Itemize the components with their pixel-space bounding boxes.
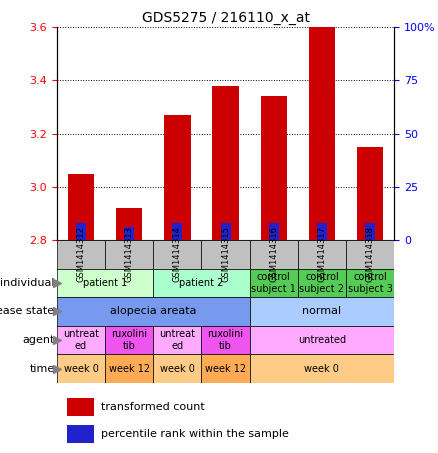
Bar <box>365 223 375 240</box>
Bar <box>250 240 298 269</box>
Text: ruxolini
tib: ruxolini tib <box>208 329 244 351</box>
Text: control
subject 1: control subject 1 <box>251 272 296 294</box>
Bar <box>57 269 153 297</box>
Text: patient 2: patient 2 <box>179 278 224 288</box>
Bar <box>261 96 287 240</box>
Text: individual: individual <box>0 278 55 288</box>
Bar <box>153 326 201 354</box>
Bar <box>250 354 394 383</box>
Bar <box>201 354 250 383</box>
Text: GSM1414318: GSM1414318 <box>366 226 374 282</box>
Bar <box>250 297 394 326</box>
Bar <box>173 223 182 240</box>
Bar <box>201 326 250 354</box>
Text: GSM1414315: GSM1414315 <box>221 226 230 282</box>
Text: GSM1414312: GSM1414312 <box>77 226 85 282</box>
Text: percentile rank within the sample: percentile rank within the sample <box>101 429 289 439</box>
Text: week 0: week 0 <box>160 363 195 374</box>
Bar <box>105 240 153 269</box>
Text: patient 1: patient 1 <box>83 278 127 288</box>
Bar <box>153 240 201 269</box>
Text: GSM1414314: GSM1414314 <box>173 226 182 282</box>
Text: ruxolini
tib: ruxolini tib <box>111 329 147 351</box>
Bar <box>57 297 250 326</box>
Bar <box>105 354 153 383</box>
Bar <box>298 269 346 297</box>
Bar <box>346 269 394 297</box>
Text: untreated: untreated <box>298 335 346 345</box>
Text: disease state: disease state <box>0 306 55 317</box>
Text: GSM1414316: GSM1414316 <box>269 226 278 282</box>
Bar <box>269 223 279 240</box>
Bar <box>57 354 105 383</box>
Bar <box>201 240 250 269</box>
Bar <box>298 240 346 269</box>
Text: control
subject 3: control subject 3 <box>348 272 392 294</box>
Text: GSM1414313: GSM1414313 <box>125 226 134 282</box>
Bar <box>153 354 201 383</box>
Bar <box>57 326 105 354</box>
Text: week 12: week 12 <box>109 363 150 374</box>
Text: normal: normal <box>302 306 342 317</box>
Text: transformed count: transformed count <box>101 402 205 412</box>
Title: GDS5275 / 216110_x_at: GDS5275 / 216110_x_at <box>141 11 310 25</box>
Text: week 0: week 0 <box>304 363 339 374</box>
Bar <box>153 269 250 297</box>
Bar <box>68 173 94 240</box>
Text: agent: agent <box>22 335 55 345</box>
Bar <box>317 223 327 240</box>
Text: control
subject 2: control subject 2 <box>300 272 344 294</box>
Text: week 0: week 0 <box>64 363 99 374</box>
Bar <box>346 240 394 269</box>
Bar <box>67 399 94 416</box>
Bar <box>124 227 134 240</box>
Text: week 12: week 12 <box>205 363 246 374</box>
Text: GSM1414317: GSM1414317 <box>318 226 326 282</box>
Text: time: time <box>29 363 55 374</box>
Text: alopecia areata: alopecia areata <box>110 306 197 317</box>
Bar <box>164 115 191 240</box>
Bar <box>309 27 335 240</box>
Bar <box>76 223 86 240</box>
Text: untreat
ed: untreat ed <box>159 329 195 351</box>
Text: untreat
ed: untreat ed <box>63 329 99 351</box>
Bar <box>67 425 94 443</box>
Bar <box>57 240 105 269</box>
Bar <box>212 86 239 240</box>
Bar <box>250 326 394 354</box>
Bar <box>357 147 383 240</box>
Bar <box>221 223 230 240</box>
Bar <box>116 208 142 240</box>
Bar <box>105 326 153 354</box>
Bar <box>250 269 298 297</box>
